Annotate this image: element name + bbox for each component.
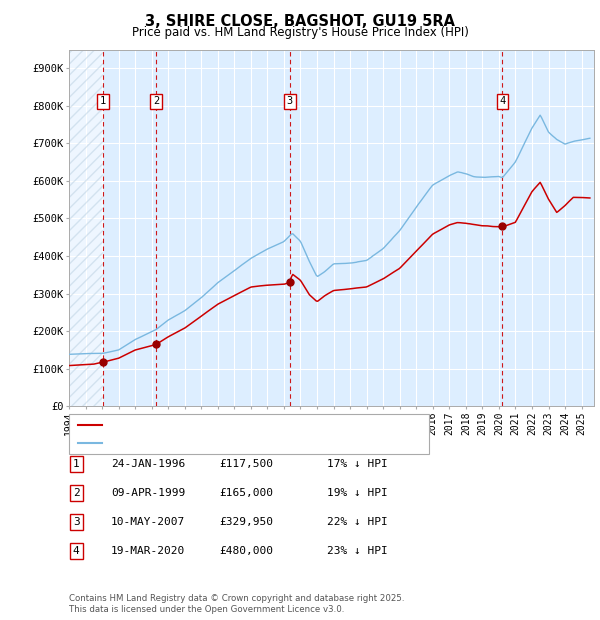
- Text: 17% ↓ HPI: 17% ↓ HPI: [327, 459, 388, 469]
- Text: 2: 2: [73, 488, 80, 498]
- Text: 4: 4: [499, 96, 506, 106]
- Text: 09-APR-1999: 09-APR-1999: [111, 488, 185, 498]
- Bar: [69, 50, 103, 406]
- Text: £329,950: £329,950: [219, 517, 273, 527]
- Text: 3: 3: [287, 96, 293, 106]
- Text: This data is licensed under the Open Government Licence v3.0.: This data is licensed under the Open Gov…: [69, 604, 344, 614]
- Text: 2: 2: [153, 96, 159, 106]
- Text: £165,000: £165,000: [219, 488, 273, 498]
- Text: 3, SHIRE CLOSE, BAGSHOT, GU19 5RA (detached house): 3, SHIRE CLOSE, BAGSHOT, GU19 5RA (detac…: [106, 420, 419, 430]
- Text: HPI: Average price, detached house, Surrey Heath: HPI: Average price, detached house, Surr…: [106, 438, 406, 448]
- Text: 4: 4: [73, 546, 80, 556]
- Text: 19% ↓ HPI: 19% ↓ HPI: [327, 488, 388, 498]
- Text: 24-JAN-1996: 24-JAN-1996: [111, 459, 185, 469]
- Text: 3, SHIRE CLOSE, BAGSHOT, GU19 5RA: 3, SHIRE CLOSE, BAGSHOT, GU19 5RA: [145, 14, 455, 29]
- Text: 1: 1: [100, 96, 106, 106]
- Text: Contains HM Land Registry data © Crown copyright and database right 2025.: Contains HM Land Registry data © Crown c…: [69, 593, 404, 603]
- Text: 1: 1: [73, 459, 80, 469]
- Text: £480,000: £480,000: [219, 546, 273, 556]
- Text: 23% ↓ HPI: 23% ↓ HPI: [327, 546, 388, 556]
- Text: 3: 3: [73, 517, 80, 527]
- Text: Price paid vs. HM Land Registry's House Price Index (HPI): Price paid vs. HM Land Registry's House …: [131, 26, 469, 39]
- Text: £117,500: £117,500: [219, 459, 273, 469]
- Text: 10-MAY-2007: 10-MAY-2007: [111, 517, 185, 527]
- Text: 19-MAR-2020: 19-MAR-2020: [111, 546, 185, 556]
- Text: 22% ↓ HPI: 22% ↓ HPI: [327, 517, 388, 527]
